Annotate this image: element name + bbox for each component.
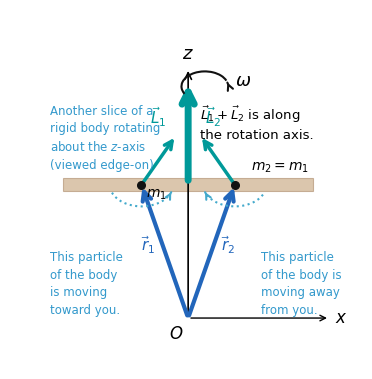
Text: $\omega$: $\omega$ [235, 72, 251, 91]
Text: $\vec{L}_1$: $\vec{L}_1$ [150, 105, 166, 129]
Text: $m_1$: $m_1$ [147, 188, 167, 202]
Text: $\vec{L}_1 + \vec{L}_2$ is along
the rotation axis.: $\vec{L}_1 + \vec{L}_2$ is along the rot… [200, 105, 314, 142]
Text: $\vec{r}_2$: $\vec{r}_2$ [221, 234, 235, 255]
FancyBboxPatch shape [63, 178, 313, 191]
Text: $O$: $O$ [169, 325, 183, 343]
Text: Another slice of a
rigid body rotating
about the $z$-axis
(viewed edge-on): Another slice of a rigid body rotating a… [50, 105, 160, 172]
Text: $\vec{L}_2$: $\vec{L}_2$ [205, 105, 222, 129]
Text: $\vec{r}_1$: $\vec{r}_1$ [141, 234, 155, 255]
Text: $z$: $z$ [182, 45, 194, 63]
Text: $m_2 = m_1$: $m_2 = m_1$ [251, 161, 310, 175]
Text: This particle
of the body
is moving
toward you.: This particle of the body is moving towa… [50, 251, 123, 317]
Text: $x$: $x$ [335, 309, 347, 327]
Text: This particle
of the body is
moving away
from you.: This particle of the body is moving away… [262, 251, 342, 317]
